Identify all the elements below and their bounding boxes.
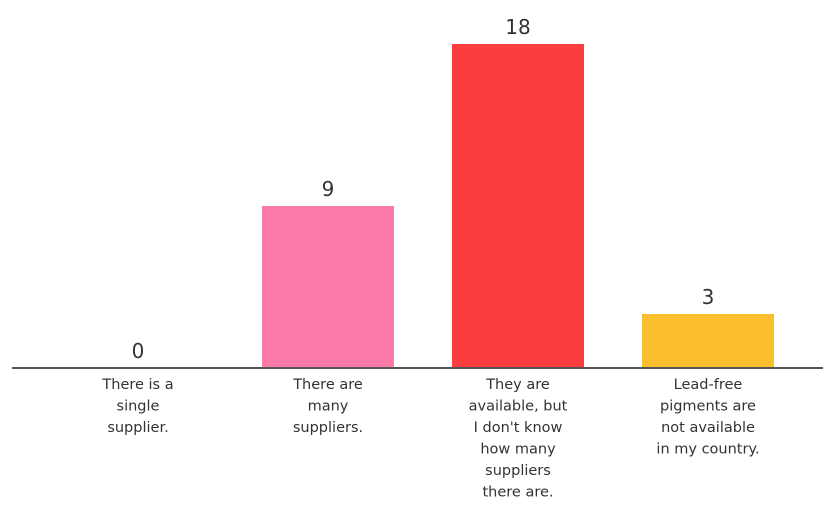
category-label-1: There are many suppliers. xyxy=(292,377,363,436)
value-label-0: 0 xyxy=(132,339,145,363)
category-label-1-line-0: There are xyxy=(292,377,363,393)
value-label-2: 18 xyxy=(505,15,530,39)
bars-group xyxy=(262,44,774,368)
category-label-0-line-2: supplier. xyxy=(107,420,168,436)
value-labels-group: 0 9 18 3 xyxy=(132,15,715,363)
bar-2 xyxy=(452,44,584,368)
value-label-3: 3 xyxy=(702,285,715,309)
category-label-1-line-2: suppliers. xyxy=(293,420,363,436)
bar-3 xyxy=(642,314,774,368)
category-label-0-line-0: There is a xyxy=(101,377,173,393)
category-label-2-line-1: available, but xyxy=(469,399,568,415)
category-label-2-line-3: how many xyxy=(480,442,556,458)
category-label-2-line-5: there are. xyxy=(482,485,553,501)
category-labels-group: There is a single supplier. There are many su… xyxy=(101,377,759,501)
value-label-1: 9 xyxy=(322,177,335,201)
category-label-3-line-2: not available xyxy=(661,420,755,436)
category-label-3-line-1: pigments are xyxy=(660,399,756,415)
category-label-2-line-4: suppliers xyxy=(485,463,551,479)
category-label-0: There is a single supplier. xyxy=(101,377,173,436)
category-label-3-line-0: Lead-free xyxy=(674,377,743,393)
category-label-2-line-0: They are xyxy=(485,377,550,393)
category-label-2: They are available, but I don't know how ma… xyxy=(469,377,568,501)
category-label-0-line-1: single xyxy=(117,399,160,415)
category-label-3-line-3: in my country. xyxy=(656,442,759,458)
bar-1 xyxy=(262,206,394,368)
category-label-3: Lead-free pigments are not available in my … xyxy=(656,377,759,458)
category-label-1-line-1: many xyxy=(308,399,349,415)
category-label-2-line-2: I don't know xyxy=(474,420,563,436)
